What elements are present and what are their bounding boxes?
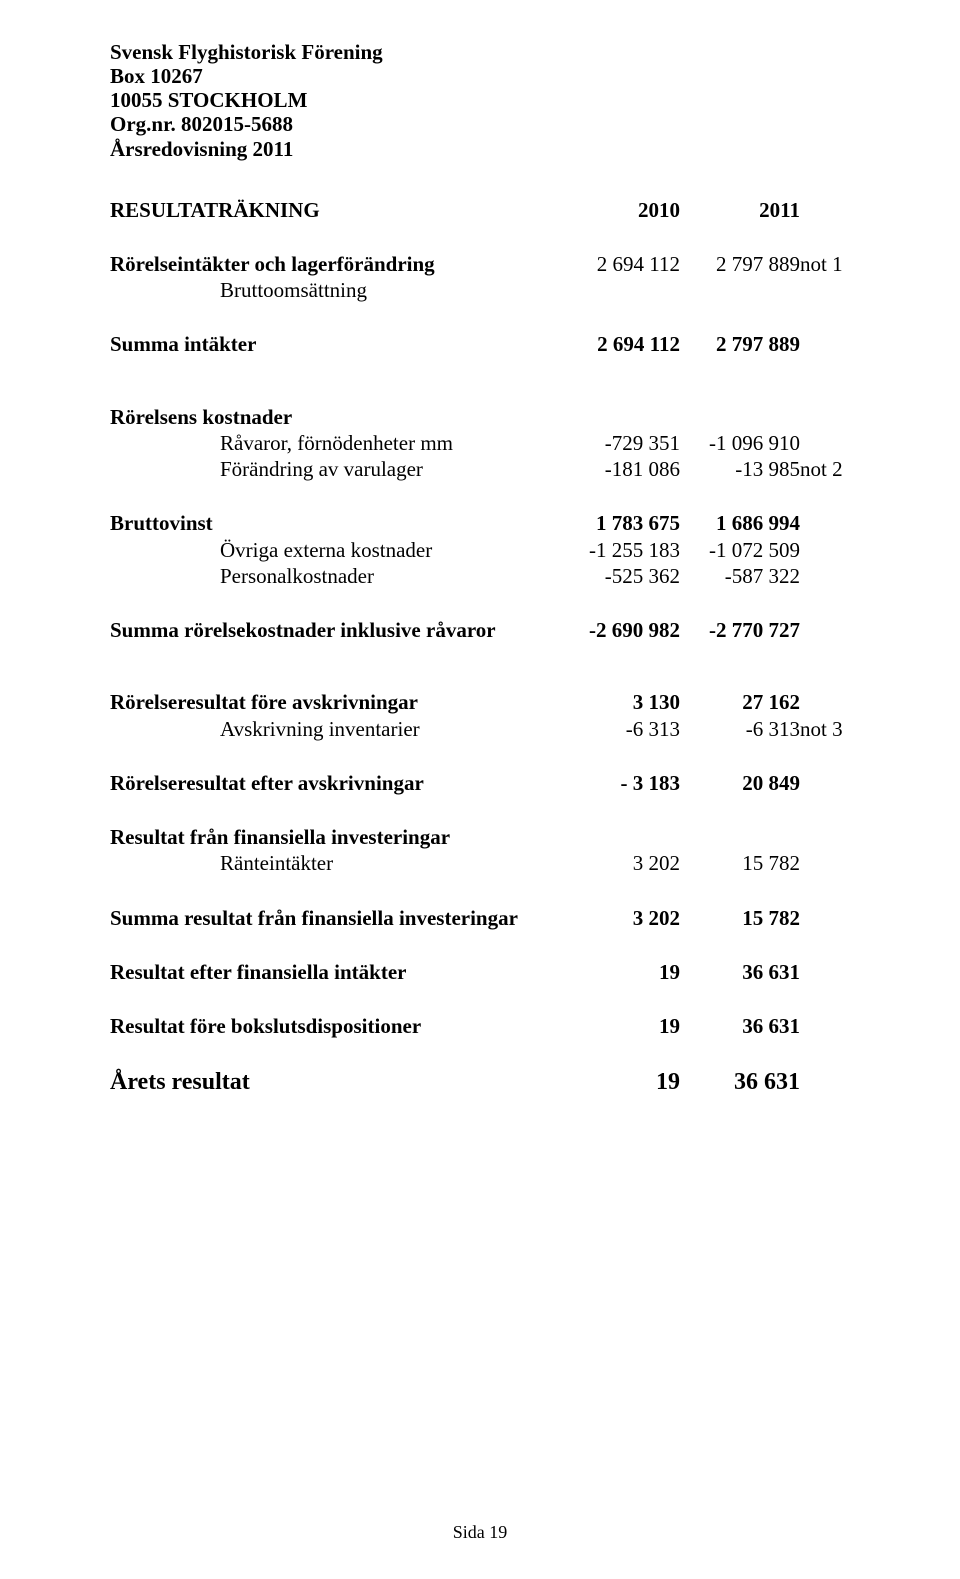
res-fore-boksl-v1: 19 — [560, 1013, 680, 1039]
personal-v2: -587 322 — [680, 563, 800, 589]
ovriga-v2: -1 072 509 — [680, 537, 800, 563]
bruttovinst-v1: 1 783 675 — [560, 510, 680, 536]
table-row: Rörelsens kostnader — [110, 404, 860, 430]
table-row: Resultat från finansiella investeringar — [110, 824, 860, 850]
forandring-note: not 2 — [800, 456, 860, 482]
rr-efter-label: Rörelseresultat efter avskrivningar — [110, 770, 560, 796]
summa-fin-label: Summa resultat från finansiella invester… — [110, 905, 560, 931]
table-row: Råvaror, förnödenheter mm -729 351 -1 09… — [110, 430, 860, 456]
year-1: 2010 — [560, 197, 680, 223]
table-row: Ränteintäkter 3 202 15 782 — [110, 850, 860, 876]
rr-fore-v2: 27 162 — [680, 689, 800, 715]
table-row: Övriga externa kostnader -1 255 183 -1 0… — [110, 537, 860, 563]
res-fin-label: Resultat från finansiella investeringar — [110, 824, 560, 850]
summa-intakter-v1: 2 694 112 — [560, 331, 680, 357]
income-table: RESULTATRÄKNING 2010 2011 Rörelseintäkte… — [110, 197, 860, 1098]
ranta-v1: 3 202 — [560, 850, 680, 876]
table-row: Rörelseresultat före avskrivningar 3 130… — [110, 689, 860, 715]
rorelseintakter-note: not 1 — [800, 251, 860, 277]
address-line-2: 10055 STOCKHOLM — [110, 88, 860, 112]
arets-v2: 36 631 — [680, 1067, 800, 1097]
res-fore-boksl-v2: 36 631 — [680, 1013, 800, 1039]
rr-fore-v1: 3 130 — [560, 689, 680, 715]
table-row: Personalkostnader -525 362 -587 322 — [110, 563, 860, 589]
table-row: Resultat efter finansiella intäkter 19 3… — [110, 959, 860, 985]
rorelsens-kostnader-label: Rörelsens kostnader — [110, 404, 560, 430]
table-row: Årets resultat 19 36 631 — [110, 1067, 860, 1097]
table-row: Bruttovinst 1 783 675 1 686 994 — [110, 510, 860, 536]
ranta-v2: 15 782 — [680, 850, 800, 876]
ravaror-v1: -729 351 — [560, 430, 680, 456]
rorelseintakter-label: Rörelseintäkter och lagerförändring — [110, 251, 560, 277]
rorelseintakter-v2: 2 797 889 — [680, 251, 800, 277]
table-row: Summa resultat från finansiella invester… — [110, 905, 860, 931]
note-col-header — [800, 197, 860, 223]
arets-label: Årets resultat — [110, 1067, 560, 1097]
table-row: Förändring av varulager -181 086 -13 985… — [110, 456, 860, 482]
page: Svensk Flyghistorisk Förening Box 10267 … — [0, 0, 960, 1579]
arets-v1: 19 — [560, 1067, 680, 1097]
rorelseintakter-v1: 2 694 112 — [560, 251, 680, 277]
summa-intakter-label: Summa intäkter — [110, 331, 560, 357]
avskr-v2: -6 313 — [680, 716, 800, 742]
table-row: Resultat före bokslutsdispositioner 19 3… — [110, 1013, 860, 1039]
page-footer: Sida 19 — [0, 1522, 960, 1543]
summa-intakter-v2: 2 797 889 — [680, 331, 800, 357]
personal-label: Personalkostnader — [110, 563, 560, 589]
bruttovinst-v2: 1 686 994 — [680, 510, 800, 536]
table-row: Rörelseintäkter och lagerförändring 2 69… — [110, 251, 860, 277]
rr-fore-label: Rörelseresultat före avskrivningar — [110, 689, 560, 715]
table-title: RESULTATRÄKNING — [110, 197, 560, 223]
rr-efter-v2: 20 849 — [680, 770, 800, 796]
ravaror-label: Råvaror, förnödenheter mm — [110, 430, 560, 456]
summa-rk-v2: -2 770 727 — [680, 617, 800, 643]
table-row: Bruttoomsättning — [110, 277, 860, 303]
res-fore-boksl-label: Resultat före bokslutsdispositioner — [110, 1013, 560, 1039]
rr-efter-v1: - 3 183 — [560, 770, 680, 796]
table-row: Summa rörelsekostnader inklusive råvaror… — [110, 617, 860, 643]
ravaror-v2: -1 096 910 — [680, 430, 800, 456]
personal-v1: -525 362 — [560, 563, 680, 589]
summa-fin-v1: 3 202 — [560, 905, 680, 931]
address-line-1: Box 10267 — [110, 64, 860, 88]
ovriga-v1: -1 255 183 — [560, 537, 680, 563]
header-block: Svensk Flyghistorisk Förening Box 10267 … — [110, 40, 860, 161]
table-row: Summa intäkter 2 694 112 2 797 889 — [110, 331, 860, 357]
res-efter-fin-v2: 36 631 — [680, 959, 800, 985]
summa-fin-v2: 15 782 — [680, 905, 800, 931]
res-efter-fin-v1: 19 — [560, 959, 680, 985]
res-efter-fin-label: Resultat efter finansiella intäkter — [110, 959, 560, 985]
ovriga-label: Övriga externa kostnader — [110, 537, 560, 563]
year-2: 2011 — [680, 197, 800, 223]
summa-rk-v1: -2 690 982 — [560, 617, 680, 643]
avskr-v1: -6 313 — [560, 716, 680, 742]
org-name: Svensk Flyghistorisk Förening — [110, 40, 860, 64]
income-statement: RESULTATRÄKNING 2010 2011 Rörelseintäkte… — [110, 197, 860, 1098]
table-row: Avskrivning inventarier -6 313 -6 313 no… — [110, 716, 860, 742]
bruttovinst-label: Bruttovinst — [110, 510, 560, 536]
avskr-label: Avskrivning inventarier — [110, 716, 560, 742]
table-row: Rörelseresultat efter avskrivningar - 3 … — [110, 770, 860, 796]
avskr-note: not 3 — [800, 716, 860, 742]
org-nr: Org.nr. 802015-5688 — [110, 112, 860, 136]
ranta-label: Ränteintäkter — [110, 850, 560, 876]
title-row: RESULTATRÄKNING 2010 2011 — [110, 197, 860, 223]
forandring-v2: -13 985 — [680, 456, 800, 482]
forandring-label: Förändring av varulager — [110, 456, 560, 482]
summa-rk-label: Summa rörelsekostnader inklusive råvaror — [110, 617, 560, 643]
report-title: Årsredovisning 2011 — [110, 137, 860, 161]
bruttoomsattning-label: Bruttoomsättning — [110, 277, 560, 303]
forandring-v1: -181 086 — [560, 456, 680, 482]
